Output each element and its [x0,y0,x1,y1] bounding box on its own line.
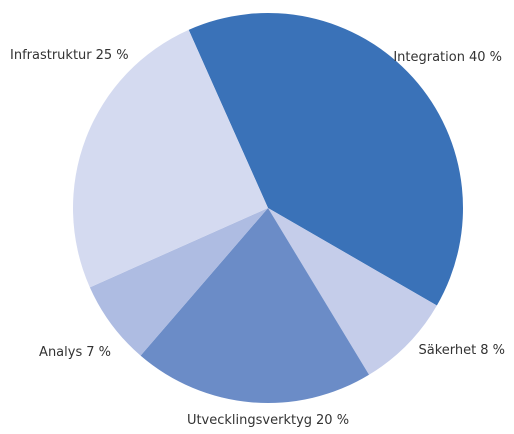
slice-label: Säkerhet 8 % [419,343,506,358]
slice-label: Infrastruktur 25 % [10,48,129,63]
slice-name: Infrastruktur [10,48,92,63]
slice-name: Integration [393,50,465,65]
slice-label: Utvecklingsverktyg 20 % [187,413,349,428]
slice-label: Integration 40 % [393,50,502,65]
slice-name: Analys [39,345,82,360]
pie-slice [188,13,464,306]
pie-slice [140,208,370,403]
pie-slice [89,208,268,356]
slice-value: 8 % [480,343,505,358]
slice-value: 40 % [469,50,502,65]
slice-value: 20 % [316,413,349,428]
slice-name: Utvecklingsverktyg [187,413,312,428]
slice-value: 25 % [96,48,129,63]
slice-label: Analys 7 % [39,345,111,360]
slice-name: Säkerhet [419,343,477,358]
slice-value: 7 % [86,345,111,360]
pie-slice [72,29,268,288]
pie-slice [268,208,437,375]
